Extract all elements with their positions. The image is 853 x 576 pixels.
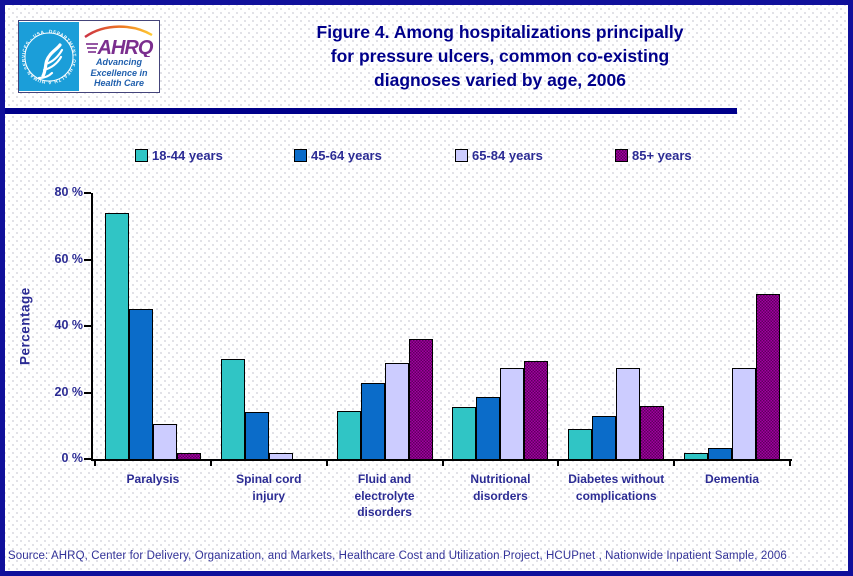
bar-85+-years-nutritional-disorders xyxy=(524,361,549,459)
y-axis-title: Percentage xyxy=(17,287,33,365)
x-label-diabetes-without-complications: Diabetes without complications xyxy=(568,472,665,503)
x-tick-mark xyxy=(557,459,560,466)
x-tick-mark xyxy=(94,459,96,466)
x-label-paralysis: Paralysis xyxy=(126,472,180,486)
figure-title: Figure 4. Among hospitalizations princip… xyxy=(316,22,684,90)
bar-45-64-years-dementia xyxy=(708,448,733,459)
legend-label-18-44-years: 18-44 years xyxy=(152,147,223,163)
x-tick-mark xyxy=(789,459,791,466)
y-tick-label: 40 % xyxy=(54,318,84,332)
x-tick-mark xyxy=(673,459,676,466)
bar-18-44-years-fluid-and-electrolyte-disorders xyxy=(336,411,361,459)
x-label-dementia: Dementia xyxy=(705,472,760,486)
bar-18-44-years-spinal-cord-injury xyxy=(220,359,245,459)
legend-item-65-84-years: 65-84 years xyxy=(455,147,543,163)
bar-65-84-years-dementia xyxy=(732,368,757,459)
source-note: Source: AHRQ, Center for Delivery, Organ… xyxy=(8,550,787,562)
bar-45-64-years-diabetes-without-complications xyxy=(592,416,617,459)
legend-swatch-85+-years xyxy=(615,148,628,162)
bar-45-64-years-paralysis xyxy=(128,309,153,459)
arc-icon xyxy=(84,25,153,38)
hhs-seal-icon: DEPARTMENT OF HEALTH & HUMAN SERVICES - … xyxy=(19,22,79,91)
x-tick-mark xyxy=(325,459,328,466)
legend-label-85+-years: 85+ years xyxy=(632,147,692,163)
legend-swatch-65-84-years xyxy=(455,148,468,162)
bar-85+-years-diabetes-without-complications xyxy=(640,406,665,459)
legend-item-18-44-years: 18-44 years xyxy=(135,147,223,163)
y-tick-mark xyxy=(84,192,91,194)
bar-65-84-years-nutritional-disorders xyxy=(500,368,525,459)
bar-85+-years-paralysis xyxy=(176,453,201,459)
bar-45-64-years-nutritional-disorders xyxy=(476,397,501,459)
y-tick-mark xyxy=(84,325,91,327)
legend-label-65-84-years: 65-84 years xyxy=(472,147,543,163)
bar-18-44-years-dementia xyxy=(684,453,709,459)
y-tick-label: 0 % xyxy=(61,451,83,465)
ahrq-wordmark: AHRQ Advancing Excellence in Health Care xyxy=(79,21,159,92)
bar-18-44-years-paralysis xyxy=(104,213,129,459)
header-divider xyxy=(5,108,737,114)
ahrq-abbr-text: AHRQ xyxy=(97,37,154,57)
bar-85+-years-fluid-and-electrolyte-disorders xyxy=(408,339,433,459)
x-label-fluid-and-electrolyte-disorders: Fluid and electrolyte disorders xyxy=(354,472,415,519)
bar-65-84-years-diabetes-without-complications xyxy=(616,368,641,459)
legend-swatch-45-64-years xyxy=(294,148,307,162)
legend-item-45-64-years: 45-64 years xyxy=(294,147,382,163)
y-tick-mark xyxy=(84,258,91,261)
x-label-spinal-cord-injury: Spinal cord injury xyxy=(236,472,302,503)
legend-label-45-64-years: 45-64 years xyxy=(311,147,382,163)
y-tick-mark xyxy=(84,391,91,394)
ahrq-tagline: Advancing Excellence in Health Care xyxy=(90,57,148,88)
bar-85+-years-dementia xyxy=(756,294,781,459)
legend-item-85+-years: 85+ years xyxy=(615,147,692,163)
bar-45-64-years-spinal-cord-injury xyxy=(244,412,269,459)
legend-swatch-18-44-years xyxy=(135,148,148,162)
bar-65-84-years-fluid-and-electrolyte-disorders xyxy=(384,363,409,459)
y-tick-label: 80 % xyxy=(54,185,84,199)
x-label-nutritional-disorders: Nutritional disorders xyxy=(470,472,531,503)
bar-18-44-years-nutritional-disorders xyxy=(452,407,477,459)
x-tick-mark xyxy=(209,459,212,466)
y-tick-label: 20 % xyxy=(54,384,84,399)
bar-18-44-years-diabetes-without-complications xyxy=(568,429,593,459)
y-tick-mark xyxy=(84,458,91,460)
y-tick-label: 60 % xyxy=(54,251,84,266)
y-axis-line xyxy=(91,193,93,461)
bar-65-84-years-spinal-cord-injury xyxy=(268,453,293,459)
bar-45-64-years-fluid-and-electrolyte-disorders xyxy=(360,383,385,459)
ahrq-logo: DEPARTMENT OF HEALTH & HUMAN SERVICES - … xyxy=(18,20,160,93)
x-tick-mark xyxy=(441,459,444,466)
bar-65-84-years-paralysis xyxy=(152,424,177,459)
